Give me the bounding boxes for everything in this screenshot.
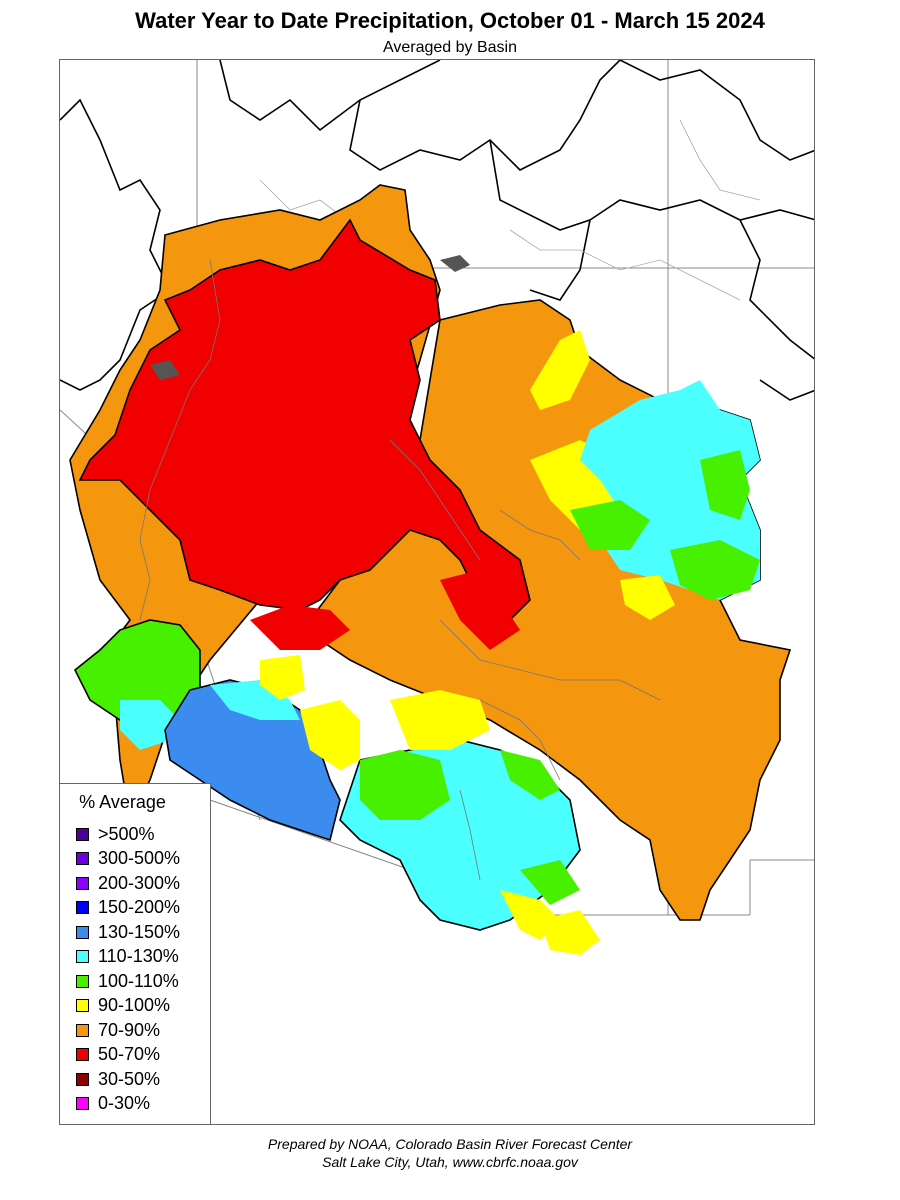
legend-item: 130-150% — [76, 920, 180, 945]
legend-item: 200-300% — [76, 871, 180, 896]
legend-label: 200-300% — [98, 872, 181, 893]
region-100-110-east — [700, 450, 750, 520]
legend-item: 150-200% — [76, 896, 180, 921]
region-100-110-south-tip — [520, 860, 580, 905]
northern-basin-outlines — [60, 60, 814, 401]
region-90-100-south-center — [390, 690, 490, 750]
legend-swatch — [76, 1023, 89, 1037]
legend-swatch — [76, 827, 89, 841]
legend-swatch — [76, 1072, 89, 1086]
legend-item: 50-70% — [76, 1043, 180, 1068]
legend-label: 70-90% — [98, 1019, 161, 1040]
legend-label: 300-500% — [98, 848, 181, 869]
legend-swatch — [76, 876, 89, 890]
legend-item: 90-100% — [76, 994, 180, 1019]
region-90-100-south-far — [540, 910, 600, 955]
region-110-130-south-west — [210, 680, 300, 720]
credit-line-2: Salt Lake City, Utah, www.cbrfc.noaa.gov — [322, 1154, 578, 1170]
legend-label: 90-100% — [98, 995, 171, 1016]
legend-item: 300-500% — [76, 847, 180, 872]
legend-label: 130-150% — [98, 921, 181, 942]
region-100-110-south — [360, 750, 450, 820]
legend-item: 100-110% — [76, 969, 180, 994]
legend-item: >500% — [76, 822, 180, 847]
region-50-70-center — [440, 570, 520, 650]
precipitation-regions — [69, 184, 792, 955]
legend-swatch — [76, 999, 89, 1013]
lakes — [150, 255, 470, 380]
legend-swatch — [76, 1097, 89, 1111]
legend-label: 0-30% — [98, 1093, 151, 1114]
legend-swatch — [76, 1048, 89, 1062]
legend: % Average >500% 300-500% 200-300% 150-200% 1… — [59, 783, 211, 1125]
legend-swatch — [76, 950, 89, 964]
map-subtitle: Averaged by Basin — [382, 39, 517, 56]
legend-item: 70-90% — [76, 1018, 180, 1043]
region-90-100-east-south — [620, 575, 675, 620]
legend-item: 110-130% — [76, 945, 180, 970]
credit-line-1: Prepared by NOAA, Colorado Basin River F… — [267, 1136, 633, 1152]
legend-title: % Average — [79, 792, 166, 812]
legend-swatch — [76, 901, 89, 915]
region-100-110-south-east — [500, 750, 560, 800]
legend-swatch — [76, 974, 89, 988]
legend-label: 30-50% — [98, 1068, 161, 1089]
region-90-100-south — [300, 700, 360, 770]
region-100-110-east-south — [670, 540, 760, 600]
region-100-110-east-mid — [570, 500, 650, 550]
legend-label: >500% — [98, 823, 155, 844]
region-110-130-west — [120, 700, 180, 750]
legend-list: >500% 300-500% 200-300% 150-200% 130-150% 110… — [76, 822, 180, 1116]
legend-label: 50-70% — [98, 1044, 161, 1065]
map-title: Water Year to Date Precipitation, Octobe… — [135, 8, 765, 33]
region-90-100-north — [530, 330, 590, 410]
legend-item: 30-50% — [76, 1067, 180, 1092]
legend-label: 150-200% — [98, 897, 181, 918]
legend-label: 110-130% — [98, 946, 179, 967]
legend-swatch — [76, 925, 89, 939]
legend-item: 0-30% — [76, 1092, 180, 1117]
legend-label: 100-110% — [98, 970, 179, 991]
basin-map — [60, 60, 814, 955]
region-90-100-mid — [260, 655, 305, 700]
river-network — [139, 259, 661, 881]
legend-swatch — [76, 852, 89, 866]
region-50-70-south — [250, 605, 350, 650]
map-frame — [59, 59, 815, 1125]
